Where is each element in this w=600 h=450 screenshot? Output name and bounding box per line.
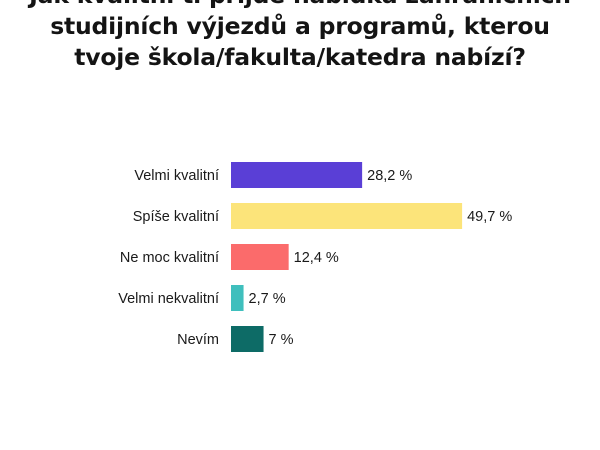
value-label: 49,7 % (467, 209, 512, 225)
chart-title-line-3: tvoje škola/fakulta/katedra nabízí? (74, 43, 526, 71)
bar (231, 285, 244, 311)
category-label: Spíše kvalitní (133, 209, 219, 225)
value-label: 28,2 % (367, 168, 412, 184)
bar (231, 326, 264, 352)
value-label: 7 % (269, 332, 294, 348)
bar (231, 203, 463, 229)
category-label: Velmi nekvalitní (118, 291, 219, 307)
value-label: 2,7 % (249, 291, 286, 307)
chart-title: Jak kvalitní ti přijde nabídka zahraničn… (0, 0, 600, 73)
bar (231, 244, 289, 270)
category-label: Ne moc kvalitní (120, 250, 219, 266)
chart-title-line-2: studijních výjezdů a programů, kterou (50, 12, 550, 40)
category-label: Nevím (177, 332, 219, 348)
category-label: Velmi kvalitní (134, 168, 219, 184)
chart-title-line-1: Jak kvalitní ti přijde nabídka zahraničn… (0, 0, 600, 11)
value-label: 12,4 % (294, 250, 339, 266)
bar (231, 162, 363, 188)
